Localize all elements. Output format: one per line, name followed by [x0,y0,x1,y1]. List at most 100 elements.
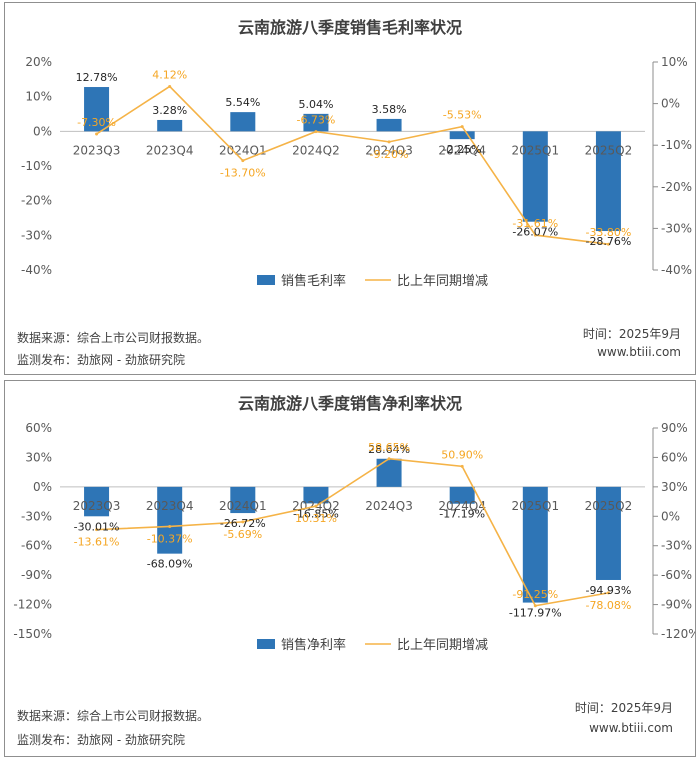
publisher-line: 监测发布：劲旅网 - 劲旅研究院 [17,731,185,748]
bar [230,112,256,132]
bar [84,87,110,132]
line-point [314,504,318,508]
category-label: 2025Q1 [512,143,560,157]
bar-data-label: -30.01% [74,520,120,533]
bar [449,131,475,140]
line-data-label: 10.31% [295,512,337,525]
left-axis-tick: -90% [21,568,52,582]
yoy-line [96,457,609,607]
right-axis-tick: -60% [661,568,692,582]
category-label: 2025Q1 [512,499,560,513]
site-text: www.btiii.com [597,345,681,359]
line-data-label: -13.61% [74,536,120,549]
left-axis-tick: -20% [21,194,52,208]
bar-data-label: -117.97% [509,607,562,620]
line-data-label: -5.69% [223,528,262,541]
left-axis-tick: 30% [25,450,52,464]
line-data-label: -9.20% [370,148,409,161]
right-axis-tick: 0% [661,97,680,111]
left-axis-tick: -40% [21,263,52,277]
line-point [460,125,464,129]
left-axis-tick: -30% [21,509,52,523]
line-point [168,84,172,88]
category-label: 2023Q4 [146,143,194,157]
category-label: 2024Q1 [219,499,267,513]
line-point [533,233,537,237]
bar [303,113,329,132]
publisher-label: 监测发布： [17,353,78,367]
line-data-label: -33.80% [585,226,631,239]
gross-margin-chart: 云南旅游八季度销售毛利率状况 20% 10% 0% -10% -20% -30% -40% 10… [21,18,692,289]
source-text: 综合上市公司财报数据。 [77,709,210,723]
publisher-line: 监测发布：劲旅网 - 劲旅研究院 [17,351,185,368]
right-axis-tick: 30% [661,480,688,494]
category-label: 2025Q2 [585,143,633,157]
line-data-label: -5.53% [443,109,482,122]
right-axis-tick: 60% [661,450,688,464]
bar [376,458,402,487]
line-point [241,520,245,524]
left-axis-tick: -150% [13,627,52,641]
left-axis-tick: 0% [33,124,52,138]
legend-bar-label: 销售净利率 [281,637,346,653]
bar-data-label: 28.64% [368,443,410,456]
time-text: 时间：2025年9月 [582,327,681,341]
category-label: 2023Q3 [73,143,121,157]
bar-data-label: 5.54% [225,96,260,109]
source-label: 数据来源： [17,709,78,723]
left-axis-tick: -30% [21,228,52,242]
source-text: 综合上市公司财报数据。 [77,331,210,345]
category-label: 2023Q4 [146,499,194,513]
left-axis-tick: 20% [25,55,52,69]
line-point [606,242,610,246]
bar-data-label: -94.93% [585,584,631,597]
category-label: 2023Q3 [73,499,121,513]
bar [449,486,475,504]
publisher-text: 劲旅网 - 劲旅研究院 [77,353,185,367]
line-data-label: -78.08% [585,599,631,612]
category-label: 2025Q2 [585,499,633,513]
line-point [387,140,391,144]
time-text: 时间：2025年9月 [574,701,673,715]
bar-data-label: 5.04% [298,98,333,111]
right-axis-tick: -120% [661,627,695,641]
right-axis-tick: 90% [661,421,688,435]
chart-title: 云南旅游八季度销售净利率状况 [238,394,462,413]
line-data-label: -10.37% [147,532,193,545]
legend-bar-label: 销售毛利率 [281,273,346,289]
line-data-label: -7.30% [77,116,116,129]
line-point [460,464,464,468]
right-axis-tick: 10% [661,55,688,69]
line-point [606,591,610,595]
line-data-label: -91.25% [512,588,558,601]
bar [595,131,621,232]
bar [376,118,402,132]
chart-title: 云南旅游八季度销售毛利率状况 [238,18,462,37]
category-label: 2024Q3 [365,143,413,157]
category-label: 2024Q4 [438,499,486,513]
line-data-label: -6.73% [296,114,335,127]
left-axis-tick: 60% [25,421,52,435]
bar [157,119,183,132]
site-text: www.btiii.com [589,721,673,735]
category-label: 2024Q1 [219,143,267,157]
right-axis-tick: 0% [661,509,680,523]
line-point [95,132,99,136]
source-line: 数据来源：综合上市公司财报数据。 [17,329,209,346]
yoy-line [96,85,609,246]
source-label: 数据来源： [17,331,78,345]
bar [230,486,256,514]
line-data-label: 58.65% [368,441,410,454]
bar-data-label: -2.25% [443,143,482,156]
bar [303,486,329,504]
line-point [314,130,318,134]
bar [84,486,110,517]
line-point [387,457,391,461]
category-label: 2024Q3 [365,499,413,513]
legend-bar-swatch [257,639,275,649]
right-axis-tick: -40% [661,263,692,277]
line-point [241,159,245,163]
bar-data-label: -26.72% [220,517,266,530]
right-axis-tick: -10% [661,138,692,152]
left-axis-tick: -10% [21,159,52,173]
